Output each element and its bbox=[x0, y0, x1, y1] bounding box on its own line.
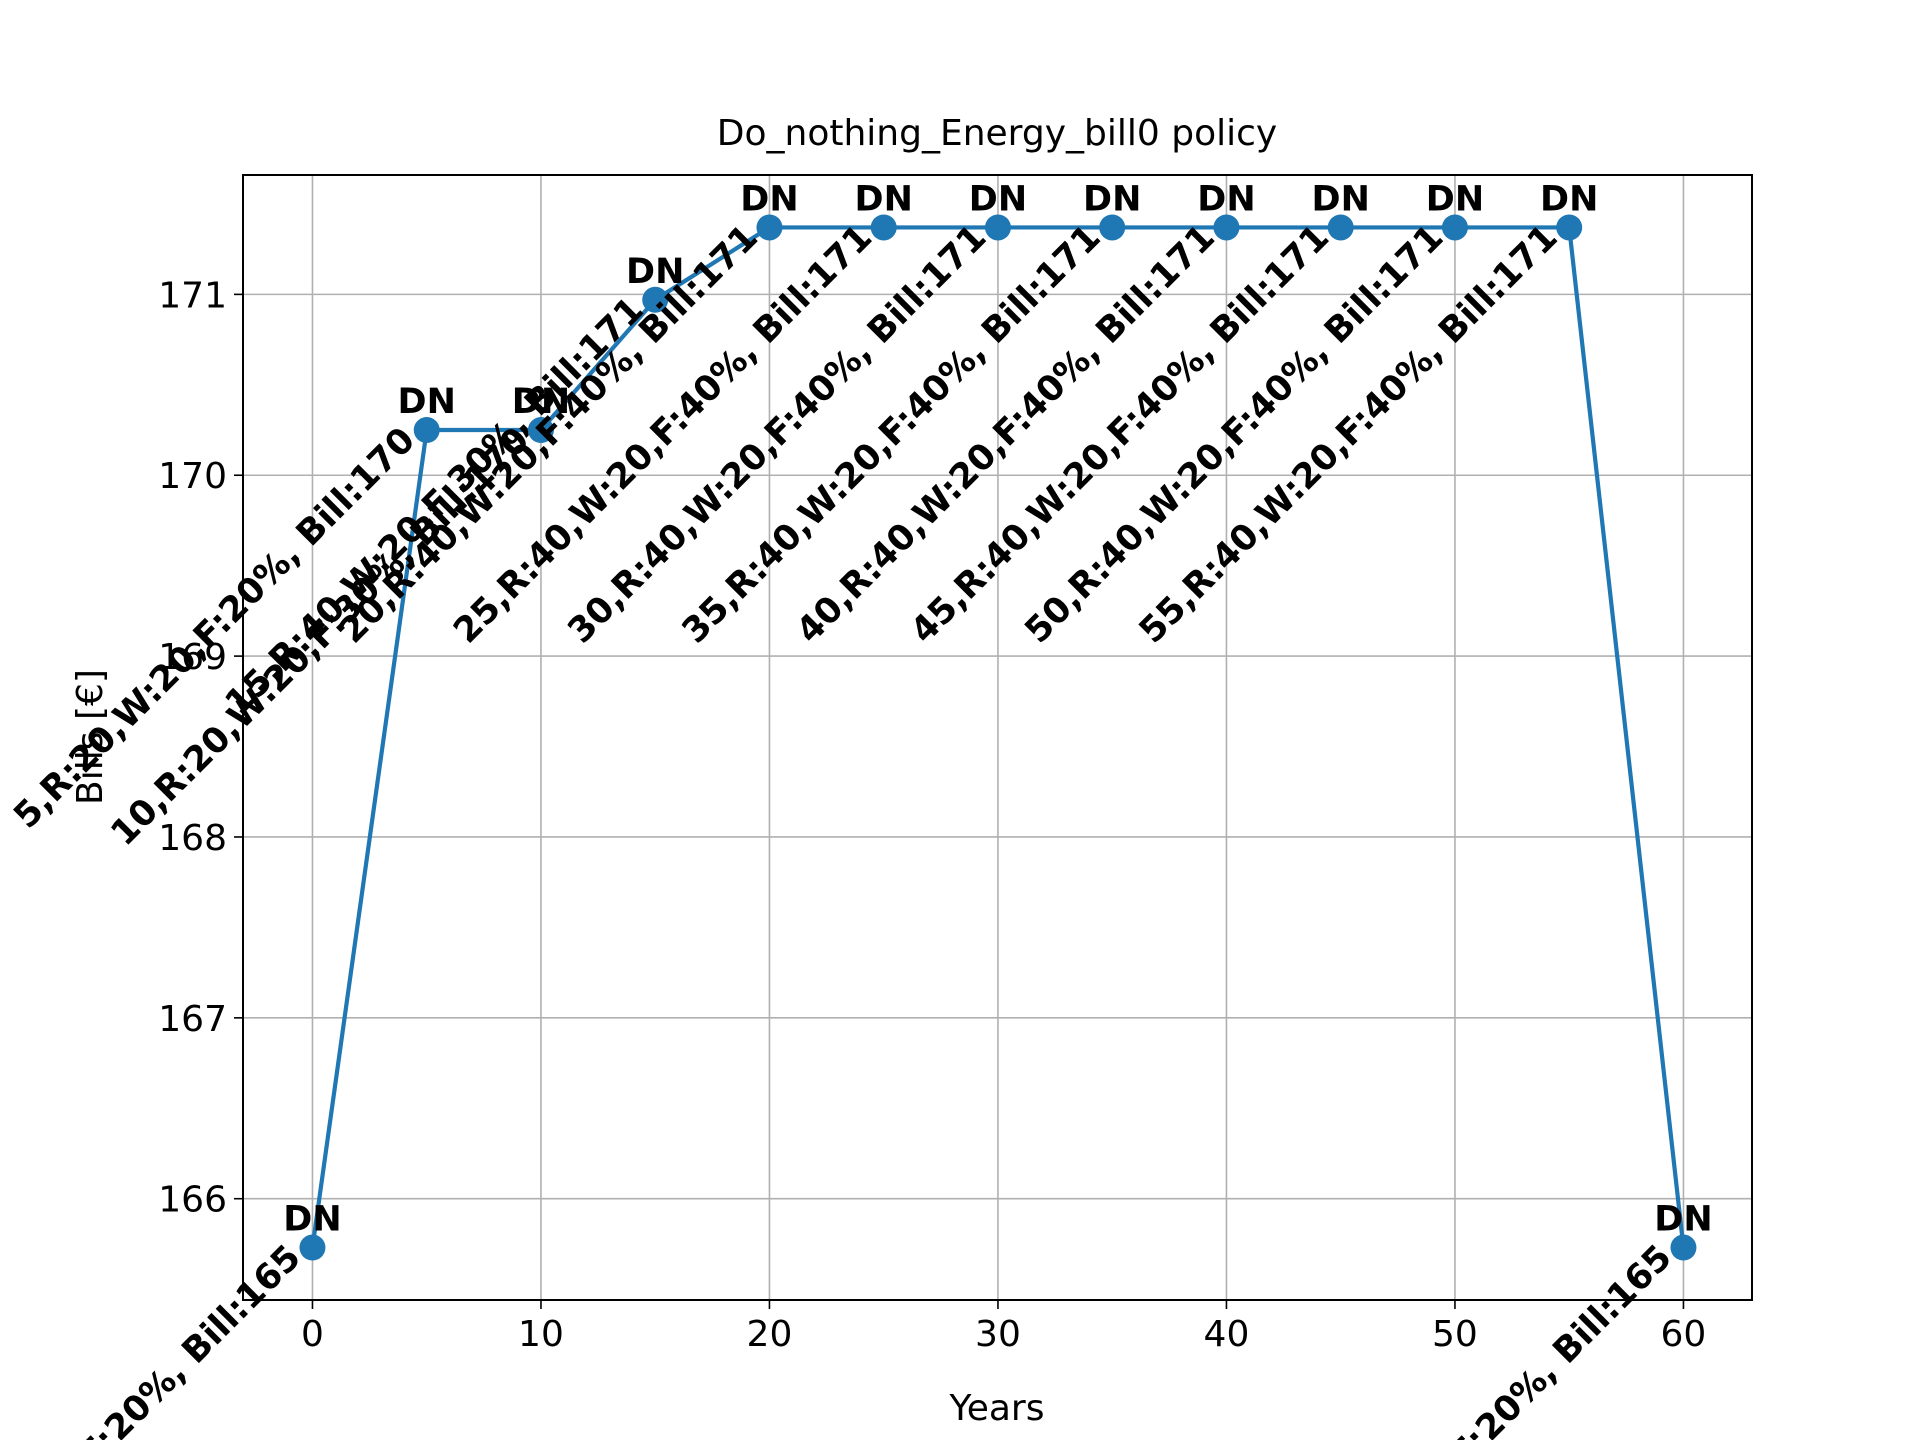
y-tick-label: 171 bbox=[158, 275, 227, 316]
point-label: DN bbox=[1197, 179, 1255, 219]
data-point bbox=[1670, 1234, 1697, 1261]
chart-title: Do_nothing_Energy_bill0 policy bbox=[717, 113, 1277, 154]
y-tick-label: 169 bbox=[158, 637, 227, 678]
point-label: DN bbox=[1083, 179, 1141, 219]
x-tick-label: 50 bbox=[1432, 1314, 1478, 1355]
data-point bbox=[1441, 214, 1468, 241]
data-point bbox=[527, 417, 554, 444]
data-point bbox=[642, 286, 669, 313]
x-tick-label: 40 bbox=[1204, 1314, 1250, 1355]
x-tick-label: 10 bbox=[518, 1314, 564, 1355]
data-point bbox=[1327, 214, 1354, 241]
data-point bbox=[299, 1234, 326, 1261]
x-tick-label: 20 bbox=[747, 1314, 793, 1355]
point-label: DN bbox=[283, 1200, 341, 1240]
y-axis-label: Bills [€] bbox=[70, 669, 111, 805]
y-tick-label: 167 bbox=[158, 999, 227, 1040]
point-label: DN bbox=[855, 179, 913, 219]
point-label: DN bbox=[1540, 179, 1598, 219]
y-tick-label: 166 bbox=[158, 1180, 227, 1221]
x-tick-label: 30 bbox=[975, 1314, 1021, 1355]
point-label: DN bbox=[512, 382, 570, 422]
point-label: DN bbox=[398, 382, 456, 422]
point-label: DN bbox=[740, 179, 798, 219]
annotation: 50,R:40,W:20,F:40%, Bill:171 bbox=[1018, 218, 1452, 652]
annotation: 40,R:40,W:20,F:40%, Bill:171 bbox=[789, 218, 1223, 652]
data-point bbox=[413, 417, 440, 444]
annotation: 35,R:40,W:20,F:40%, Bill:171 bbox=[675, 218, 1109, 652]
point-label: DN bbox=[1654, 1200, 1712, 1240]
point-label: DN bbox=[969, 179, 1027, 219]
point-label: DN bbox=[626, 252, 684, 292]
y-tick-label: 170 bbox=[158, 456, 227, 497]
data-point bbox=[1213, 214, 1240, 241]
data-point bbox=[756, 214, 783, 241]
data-point bbox=[870, 214, 897, 241]
y-tick-label: 168 bbox=[158, 818, 227, 859]
annotation: 0,R:20,W:20,F:20%, Bill:165 bbox=[0, 1238, 309, 1440]
data-point bbox=[1556, 214, 1583, 241]
point-label: DN bbox=[1426, 179, 1484, 219]
x-tick-label: 0 bbox=[301, 1314, 324, 1355]
annotation: 55,R:40,W:20,F:40%, Bill:171 bbox=[1132, 218, 1566, 652]
x-tick-label: 60 bbox=[1661, 1314, 1707, 1355]
annotation: 45,R:40,W:20,F:40%, Bill:171 bbox=[903, 218, 1337, 652]
data-point bbox=[1099, 214, 1126, 241]
plot-frame bbox=[242, 174, 1753, 1301]
data-point bbox=[984, 214, 1011, 241]
x-axis-label: Years bbox=[949, 1388, 1045, 1429]
point-label: DN bbox=[1312, 179, 1370, 219]
